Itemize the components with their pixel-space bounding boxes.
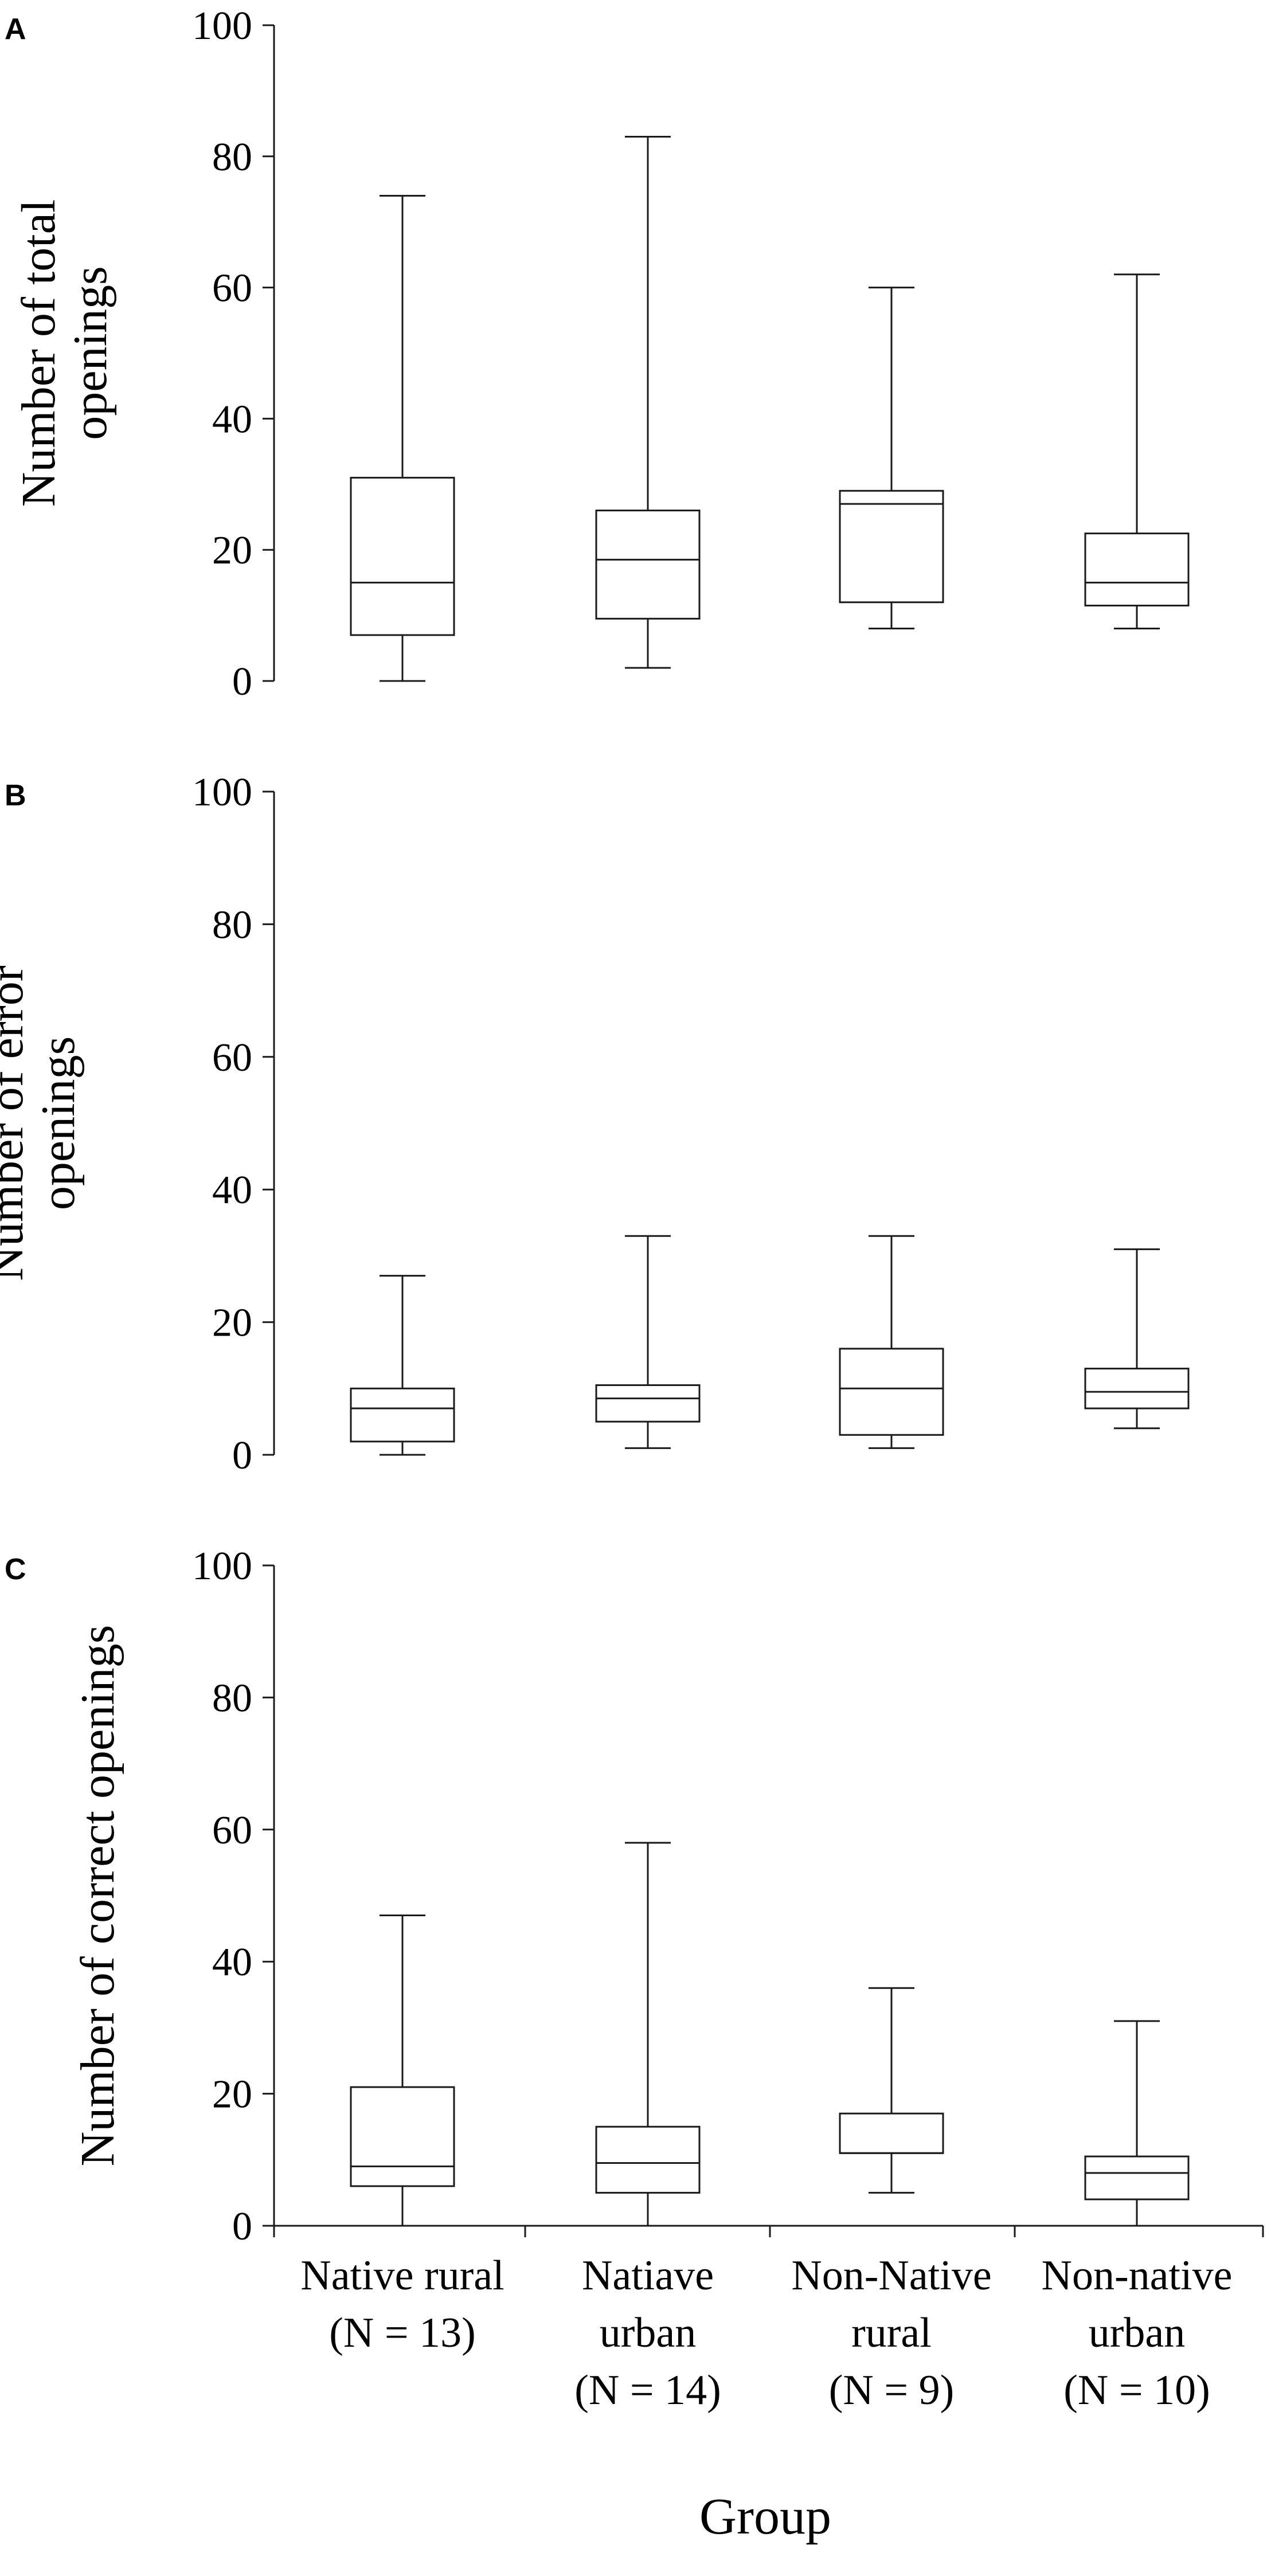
box-iqr: [839, 2112, 944, 2154]
box-iqr: [1084, 2155, 1190, 2201]
panel-label: A: [5, 13, 26, 46]
y-tick-label: 100: [192, 1544, 252, 1588]
y-tick-label: 0: [232, 660, 252, 704]
box-iqr: [595, 2125, 701, 2194]
y-tick-label: 80: [212, 903, 252, 947]
x-category-label: urban: [1089, 2309, 1186, 2356]
y-tick-label: 60: [212, 1036, 252, 1080]
box-iqr: [595, 510, 701, 620]
x-axis-title: Group: [699, 2488, 831, 2545]
y-axis-title: openings: [64, 266, 117, 440]
x-category-label: Non-Native: [791, 2252, 991, 2299]
y-tick-label: 100: [192, 770, 252, 815]
x-category-label: (N = 13): [329, 2309, 475, 2356]
y-tick-label: 40: [212, 1168, 252, 1212]
y-tick-label: 20: [212, 1301, 252, 1345]
box-iqr: [1084, 533, 1190, 606]
y-axis-title: Number of error: [0, 965, 33, 1281]
x-category-label: rural: [851, 2309, 932, 2356]
y-tick-label: 0: [232, 1434, 252, 1478]
box-iqr: [350, 476, 455, 636]
y-tick-label: 100: [192, 4, 252, 48]
y-tick-label: 40: [212, 1940, 252, 1984]
x-category-label: (N = 9): [829, 2367, 954, 2414]
box-iqr: [839, 490, 944, 604]
box-iqr: [350, 2086, 455, 2187]
x-category-label: urban: [600, 2309, 697, 2356]
panel-label: B: [5, 779, 26, 812]
x-category-label: Native rural: [300, 2252, 504, 2299]
box-iqr: [1084, 1368, 1190, 1410]
x-category-label: (N = 14): [574, 2367, 721, 2414]
x-category-label: Natiave: [582, 2252, 714, 2299]
x-category-label: (N = 10): [1063, 2367, 1210, 2414]
y-tick-label: 60: [212, 267, 252, 311]
y-tick-label: 80: [212, 1676, 252, 1720]
y-tick-label: 20: [212, 528, 252, 573]
panel-label: C: [5, 1553, 26, 1586]
y-tick-label: 40: [212, 397, 252, 441]
y-tick-label: 20: [212, 2073, 252, 2117]
y-axis-title: Number of total: [12, 199, 65, 507]
box-iqr: [595, 1384, 701, 1423]
box-iqr: [350, 1387, 455, 1443]
y-tick-label: 0: [232, 2205, 252, 2249]
y-tick-label: 80: [212, 135, 252, 179]
x-category-label: Non-native: [1042, 2252, 1233, 2299]
y-axis-title: openings: [32, 1036, 85, 1210]
y-axis-title: Number of correct openings: [71, 1625, 124, 2167]
box-iqr: [839, 1348, 944, 1436]
y-tick-label: 60: [212, 1808, 252, 1853]
